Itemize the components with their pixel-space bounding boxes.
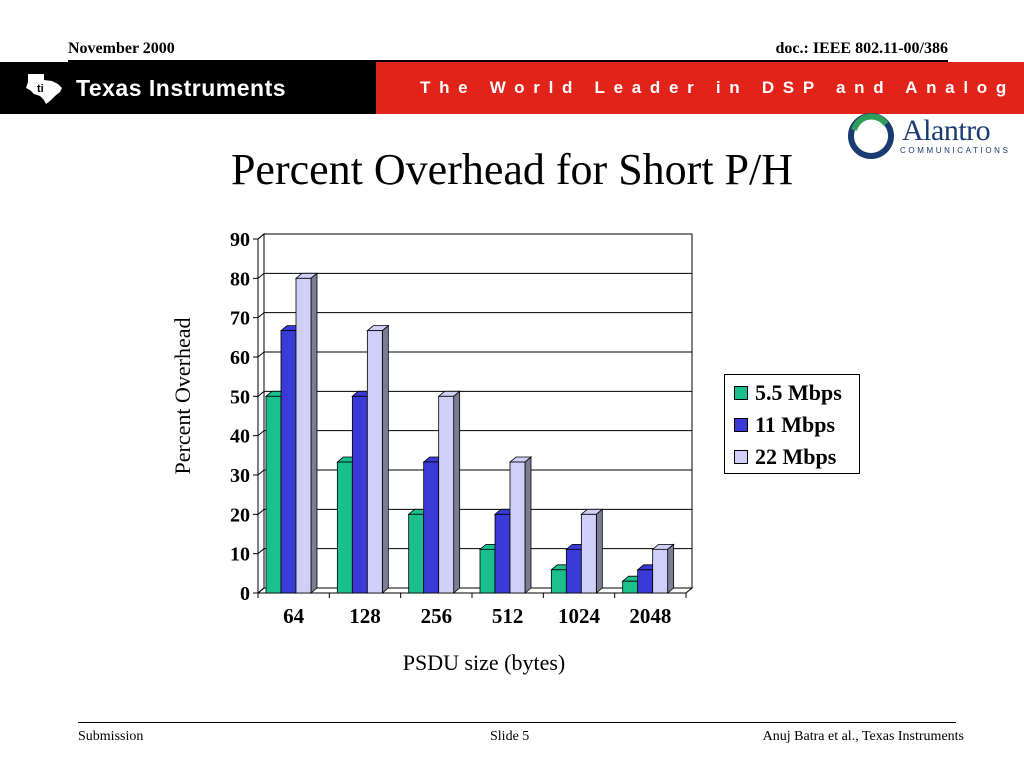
bar-side — [453, 390, 461, 594]
bar — [509, 461, 526, 594]
legend-item: 11 Mbps — [725, 410, 859, 440]
x-axis-title: PSDU size (bytes) — [403, 650, 566, 675]
legend-swatch — [734, 386, 748, 400]
bar-side — [667, 543, 675, 594]
y-tick-label: 60 — [230, 347, 250, 369]
chart-legend: 5.5 Mbps 11 Mbps 22 Mbps — [724, 374, 860, 474]
footer-authors: Anuj Batra et al., Texas Instruments — [762, 729, 964, 744]
legend-label: 22 Mbps — [755, 444, 837, 469]
company-name: Texas Instruments — [76, 74, 287, 101]
texas-state-icon: ti — [26, 74, 62, 104]
svg-text:ti: ti — [37, 83, 44, 95]
bar — [479, 548, 496, 594]
y-tick-label: 70 — [230, 308, 250, 330]
bar-side — [381, 324, 389, 594]
gridline-side — [257, 548, 265, 555]
y-tick-label: 80 — [230, 268, 250, 290]
bar-chart: 0 10 20 30 40 50 60 70 80 90 64 128 256 512 1024 2048 PS… — [170, 229, 694, 675]
footer-submission: Submission — [78, 729, 144, 744]
bar — [637, 569, 654, 594]
y-axis-title: Percent Overhead — [170, 318, 195, 475]
legend-item: 22 Mbps — [725, 442, 859, 472]
gridline-side — [257, 430, 265, 437]
bar — [622, 580, 639, 594]
company-tagline: The World Leader in DSP and Analog — [420, 78, 1015, 97]
legend-label: 5.5 Mbps — [755, 380, 842, 405]
bar — [351, 395, 368, 594]
y-tick-label: 90 — [230, 229, 250, 251]
bar — [295, 277, 312, 594]
gridline-side — [257, 233, 265, 240]
bar — [423, 461, 440, 594]
gridline-side — [257, 508, 265, 515]
ti-logo-block: ti Texas Instruments — [0, 62, 376, 114]
tagline-block: The World Leader in DSP and Analog — [376, 62, 1024, 114]
bar — [550, 569, 567, 594]
footer-slide-number: Slide 5 — [490, 729, 530, 744]
bar — [652, 548, 669, 594]
bar-side — [310, 272, 318, 594]
x-tick-label: 512 — [492, 604, 524, 628]
x-tick-label: 1024 — [558, 604, 601, 628]
y-tick-label: 20 — [230, 504, 250, 526]
bar — [265, 395, 282, 594]
company-banner: ti Texas Instruments The World Leader in… — [0, 62, 1024, 114]
bar — [494, 513, 511, 594]
y-tick-label: 50 — [230, 386, 250, 408]
x-tick-label: 256 — [421, 604, 453, 628]
bar — [366, 330, 383, 594]
bar-side — [595, 508, 603, 594]
gridline-side — [257, 469, 265, 476]
x-tick-label: 2048 — [629, 604, 671, 628]
y-tick-label: 10 — [230, 544, 250, 566]
legend-label: 11 Mbps — [755, 412, 836, 437]
gridline-side — [257, 390, 265, 397]
plot-side-wall — [257, 232, 265, 595]
bar — [336, 461, 353, 594]
alantro-subtitle: COMMUNICATIONS — [900, 146, 1011, 155]
header-divider — [68, 60, 948, 62]
alantro-name: Alantro — [902, 114, 991, 147]
footer-divider — [78, 722, 956, 723]
x-tick-label: 128 — [349, 604, 381, 628]
gridline-side — [257, 272, 265, 279]
alantro-swirl-icon — [848, 113, 894, 159]
bar — [408, 513, 425, 594]
plot-wall — [263, 233, 693, 589]
y-tick-label: 40 — [230, 426, 250, 448]
bar-side — [524, 456, 532, 594]
slide-title: Percent Overhead for Short P/H — [230, 145, 794, 194]
gridline-side — [257, 587, 265, 594]
header-doc-id: doc.: IEEE 802.11-00/386 — [775, 40, 948, 57]
legend-swatch — [734, 418, 748, 432]
alantro-logo: Alantro COMMUNICATIONS — [846, 112, 1008, 162]
gridline-side — [257, 312, 265, 319]
bar — [438, 395, 455, 594]
x-tick-label: 64 — [283, 604, 305, 628]
legend-swatch — [734, 450, 748, 464]
y-tick-label: 0 — [240, 583, 250, 605]
bar — [280, 330, 297, 594]
y-tick-label: 30 — [230, 465, 250, 487]
gridline-side — [257, 351, 265, 358]
bar — [565, 548, 582, 594]
legend-item: 5.5 Mbps — [725, 378, 859, 408]
header-date: November 2000 — [68, 40, 175, 57]
bar — [580, 513, 597, 594]
